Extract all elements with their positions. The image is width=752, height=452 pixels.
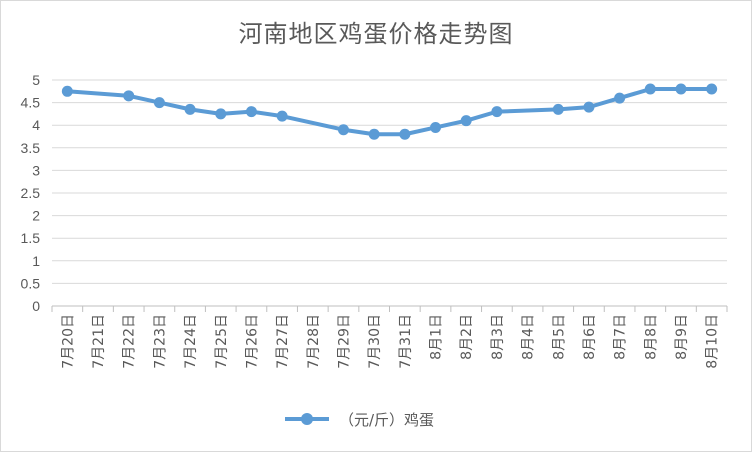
data-point	[184, 103, 196, 115]
data-point	[123, 90, 135, 102]
data-point	[337, 124, 349, 136]
chart-title: 河南地区鸡蛋价格走势图	[238, 20, 514, 48]
x-tick-label: 8月2日	[459, 314, 475, 360]
x-tick-label: 8月7日	[613, 314, 629, 360]
x-tick-label: 8月10日	[705, 314, 721, 369]
data-point	[460, 115, 472, 127]
data-point	[399, 128, 411, 140]
y-tick-label: 2.5	[21, 185, 41, 201]
data-point	[614, 92, 626, 104]
x-tick-label: 8月9日	[674, 314, 690, 360]
data-point	[552, 103, 564, 115]
x-tick-label: 7月30日	[367, 314, 383, 369]
x-tick-label: 7月31日	[398, 314, 414, 369]
data-point	[644, 83, 656, 95]
y-tick-label: 1	[32, 253, 40, 269]
legend: （元/斤）鸡蛋	[285, 407, 434, 431]
data-point	[153, 97, 165, 109]
y-axis: 0 0.5 1 1.5 2 2.5 3 3.5 4 4.5 5	[21, 72, 41, 314]
series-layer	[61, 83, 718, 140]
y-tick-label: 0	[32, 298, 40, 314]
x-tick-label: 8月8日	[643, 314, 659, 360]
legend-label: （元/斤）鸡蛋	[339, 410, 435, 429]
x-tick-label: 7月23日	[152, 314, 168, 369]
x-tick-label: 7月22日	[122, 314, 138, 369]
x-tick-label: 7月26日	[244, 314, 260, 369]
x-tick-label: 8月4日	[521, 314, 537, 360]
y-tick-label: 3	[32, 162, 40, 178]
data-point	[368, 128, 380, 140]
y-tick-label: 1.5	[21, 230, 41, 246]
data-point	[430, 121, 442, 133]
data-point	[583, 101, 595, 113]
data-point	[245, 106, 257, 118]
x-tick-label: 8月1日	[429, 314, 445, 360]
data-point	[491, 106, 503, 118]
x-tick-label: 7月28日	[306, 314, 322, 369]
x-tick-label: 7月21日	[91, 314, 107, 369]
x-tick-label: 7月27日	[275, 314, 291, 369]
x-tick-label: 8月3日	[490, 314, 506, 360]
x-tick-label: 7月24日	[183, 314, 199, 369]
data-point	[215, 108, 227, 120]
data-point	[276, 110, 288, 122]
data-point	[706, 83, 718, 95]
data-point	[61, 85, 73, 97]
x-tick-label: 7月25日	[214, 314, 230, 369]
legend-marker-icon	[285, 412, 329, 426]
y-tick-label: 4.5	[21, 95, 41, 111]
x-tick-label: 8月5日	[551, 314, 567, 360]
x-tick-label: 8月6日	[582, 314, 598, 360]
y-tick-label: 2	[32, 208, 40, 224]
data-point	[675, 83, 687, 95]
y-tick-label: 4	[32, 117, 40, 133]
y-tick-label: 3.5	[21, 140, 41, 156]
y-tick-label: 0.5	[21, 275, 41, 291]
x-tick-label: 7月20日	[60, 314, 76, 369]
x-tick-label: 7月29日	[336, 314, 352, 369]
y-tick-label: 5	[32, 72, 40, 88]
x-axis: 7月20日 7月21日 7月22日 7月23日 7月24日 7月25日 7月26日 7月27日…	[51, 305, 728, 369]
gridlines	[52, 79, 727, 284]
